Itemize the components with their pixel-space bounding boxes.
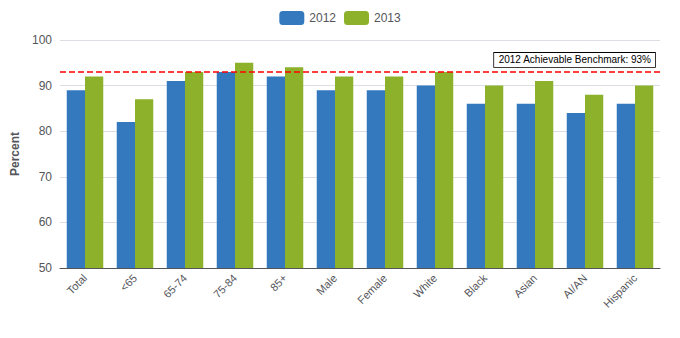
- svg-text:70: 70: [39, 170, 53, 184]
- svg-text:Male: Male: [314, 272, 339, 297]
- svg-text:100: 100: [32, 33, 52, 47]
- svg-text:90: 90: [39, 79, 53, 93]
- svg-text:50: 50: [39, 261, 53, 275]
- svg-text:Female: Female: [355, 272, 389, 306]
- svg-text:AI/AN: AI/AN: [560, 272, 589, 301]
- svg-text:2013: 2013: [374, 11, 401, 25]
- svg-text:65-74: 65-74: [161, 272, 189, 300]
- svg-text:Asian: Asian: [511, 272, 539, 300]
- svg-text:60: 60: [39, 215, 53, 229]
- svg-text:2012: 2012: [309, 11, 336, 25]
- svg-text:Total: Total: [64, 272, 89, 297]
- svg-text:Hispanic: Hispanic: [601, 271, 640, 310]
- svg-text:75-84: 75-84: [211, 272, 239, 300]
- svg-text:Black: Black: [462, 271, 490, 299]
- svg-text:White: White: [411, 272, 439, 300]
- svg-text:2012 Achievable Benchmark: 93%: 2012 Achievable Benchmark: 93%: [499, 54, 651, 65]
- svg-text:Percent: Percent: [8, 132, 22, 176]
- svg-text:85+: 85+: [268, 272, 290, 294]
- svg-text:<65: <65: [118, 272, 140, 294]
- svg-text:80: 80: [39, 124, 53, 138]
